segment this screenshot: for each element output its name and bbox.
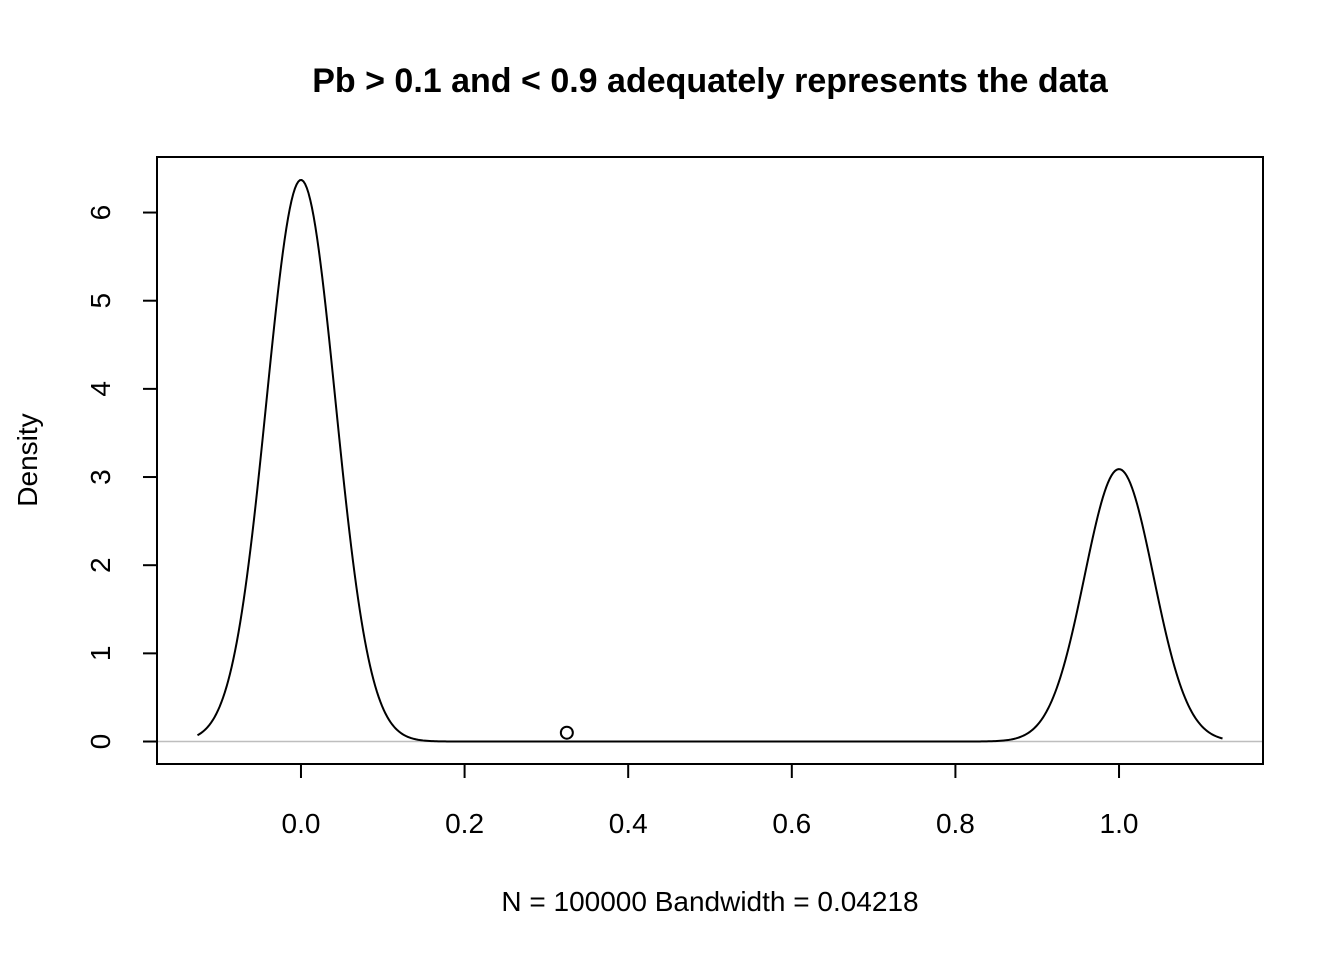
y-tick-label: 6 xyxy=(85,205,116,221)
data-point xyxy=(559,725,574,740)
y-axis: 0 1 2 3 4 5 6 xyxy=(85,205,158,750)
x-tick-label: 1.0 xyxy=(1100,808,1139,839)
y-tick-label: 4 xyxy=(85,381,116,397)
density-curve xyxy=(196,179,1223,743)
x-tick-label: 0.2 xyxy=(445,808,484,839)
y-tick-label: 1 xyxy=(85,646,116,662)
y-tick-label: 0 xyxy=(85,734,116,750)
x-axis: 0.0 0.2 0.4 0.6 0.8 1.0 xyxy=(282,763,1139,839)
y-tick-label: 5 xyxy=(85,293,116,309)
chart-title: Pb > 0.1 and < 0.9 adequately represents… xyxy=(312,62,1109,100)
plot-frame xyxy=(156,156,1264,765)
x-tick-label: 0.8 xyxy=(936,808,975,839)
y-tick-label: 3 xyxy=(85,469,116,485)
x-tick-label: 0.4 xyxy=(609,808,648,839)
x-tick-label: 0.0 xyxy=(282,808,321,839)
y-axis-label: Density xyxy=(12,413,43,506)
x-tick-label: 0.6 xyxy=(772,808,811,839)
y-tick-label: 2 xyxy=(85,557,116,573)
x-axis-label: N = 100000 Bandwidth = 0.04218 xyxy=(501,886,918,917)
